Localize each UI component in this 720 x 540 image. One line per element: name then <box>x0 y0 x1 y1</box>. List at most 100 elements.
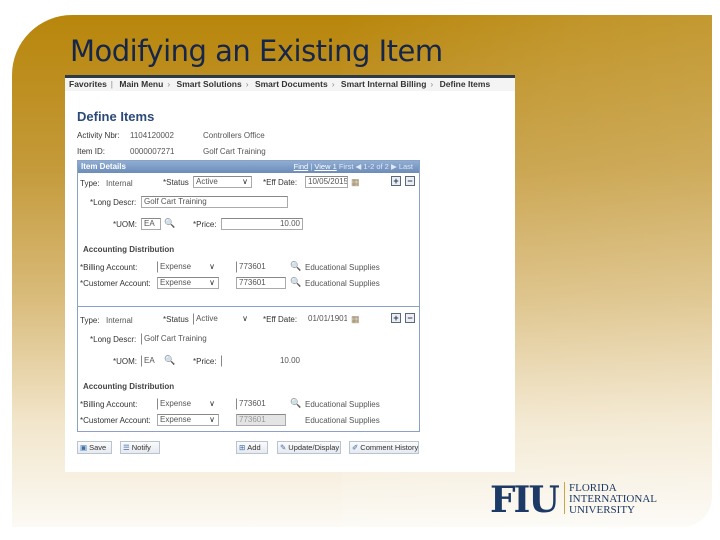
breadcrumb-define-items[interactable]: Define Items <box>439 79 491 89</box>
status-select[interactable]: Active <box>193 313 252 325</box>
save-label: Save <box>89 443 107 452</box>
customer-lookup-icon[interactable]: 🔍 <box>290 277 302 287</box>
accounting-distribution-heading: Accounting Distribution <box>83 382 175 391</box>
customer-account-label: *Customer Account: <box>80 416 151 425</box>
price-label: *Price: <box>193 220 217 229</box>
customer-type-select[interactable]: Expense <box>157 414 219 426</box>
save-button[interactable]: ▣ Save <box>77 441 112 454</box>
svg-text:FLORIDA: FLORIDA <box>569 482 617 494</box>
long-descr-label: *Long Descr: <box>90 335 137 344</box>
customer-account-desc: Educational Supplies <box>305 416 380 425</box>
eff-date-input[interactable]: 10/05/2015 <box>305 176 348 188</box>
calendar-icon[interactable]: ▦ <box>351 177 360 187</box>
type-label: Type: <box>80 179 100 188</box>
item-id-value: 0000007271 <box>130 147 175 156</box>
notify-icon: ☰ <box>123 443 130 452</box>
item-desc: Golf Cart Training <box>203 147 266 156</box>
update-label: Update/Display <box>288 443 340 452</box>
delete-row-icon[interactable]: − <box>405 176 415 186</box>
billing-account-label: *Billing Account: <box>80 263 138 272</box>
item-details-title: Item Details <box>81 162 126 171</box>
price-input[interactable]: 10.00 <box>221 355 303 367</box>
billing-account-label: *Billing Account: <box>80 400 138 409</box>
customer-account-label: *Customer Account: <box>80 279 151 288</box>
uom-label: *UOM: <box>113 220 137 229</box>
long-descr-input[interactable]: Golf Cart Training <box>141 196 288 208</box>
uom-lookup-icon[interactable]: 🔍 <box>164 355 176 365</box>
price-label: *Price: <box>193 357 217 366</box>
activity-value: 1104120002 <box>130 131 174 140</box>
save-icon: ▣ <box>80 443 88 452</box>
status-select[interactable]: Active <box>193 176 252 188</box>
type-label: Type: <box>80 316 100 325</box>
add-row-icon[interactable]: + <box>391 176 401 186</box>
breadcrumb-favorites[interactable]: Favorites <box>69 79 107 89</box>
last-link[interactable]: Last <box>398 162 413 171</box>
notify-button[interactable]: ☰ Notify <box>120 441 160 454</box>
breadcrumb: Favorites | Main Menu › Smart Solutions › S… <box>65 75 515 91</box>
accounting-distribution-heading: Accounting Distribution <box>83 245 175 254</box>
next-icon[interactable]: ▶ <box>390 162 397 171</box>
breadcrumb-smart-internal-billing[interactable]: Smart Internal Billing <box>340 79 427 89</box>
status-label: *Status <box>163 315 189 324</box>
svg-text:UNIVERSITY: UNIVERSITY <box>569 504 635 516</box>
customer-account-input[interactable]: 773601 <box>236 277 286 289</box>
billing-lookup-icon[interactable]: 🔍 <box>290 398 302 408</box>
prev-icon[interactable]: ◀ <box>355 162 362 171</box>
fiu-logo: FIU FLORIDA INTERNATIONAL UNIVERSITY <box>490 479 670 521</box>
view-1-link[interactable]: View 1 <box>314 162 337 171</box>
breadcrumb-main-menu[interactable]: Main Menu <box>119 79 164 89</box>
add-label: Add <box>247 443 261 452</box>
add-icon: ⊞ <box>239 443 246 452</box>
update-icon: ✎ <box>280 443 287 452</box>
delete-row-icon[interactable]: − <box>405 313 415 323</box>
slide-title: Modifying an Existing Item <box>70 34 443 68</box>
find-link[interactable]: Find <box>293 162 309 171</box>
billing-account-desc: Educational Supplies <box>305 400 380 409</box>
update-display-button[interactable]: ✎ Update/Display <box>277 441 341 454</box>
status-label: *Status <box>163 178 189 187</box>
billing-account-input[interactable]: 773601 <box>236 261 286 273</box>
eff-date-label: *Eff Date: <box>263 315 298 324</box>
customer-account-input[interactable]: 773601 <box>236 414 286 426</box>
long-descr-input[interactable]: Golf Cart Training <box>141 333 288 345</box>
eff-date-label: *Eff Date: <box>263 178 298 187</box>
item-id-label: Item ID: <box>77 147 106 156</box>
activity-desc: Controllers Office <box>203 131 265 140</box>
breadcrumb-smart-documents[interactable]: Smart Documents <box>254 79 328 89</box>
uom-lookup-icon[interactable]: 🔍 <box>164 218 176 228</box>
first-link[interactable]: First <box>338 162 354 171</box>
add-row-icon[interactable]: + <box>391 313 401 323</box>
calendar-icon[interactable]: ▦ <box>351 314 360 324</box>
billing-type-select[interactable]: Expense <box>157 398 219 410</box>
customer-type-select[interactable]: Expense <box>157 277 219 289</box>
uom-input[interactable]: EA <box>141 355 161 367</box>
type-value: Internal <box>106 316 133 325</box>
add-button[interactable]: ⊞ Add <box>236 441 268 454</box>
billing-type-select[interactable]: Expense <box>157 261 219 273</box>
comment-label: Comment History <box>360 443 419 452</box>
item-details-header: Item Details Find | View 1 First ◀ 1-2 o… <box>78 161 419 173</box>
comment-history-button[interactable]: ✐ Comment History <box>349 441 419 454</box>
price-input[interactable]: 10.00 <box>221 218 303 230</box>
uom-label: *UOM: <box>113 357 137 366</box>
svg-text:INTERNATIONAL: INTERNATIONAL <box>569 493 657 505</box>
record-divider <box>77 306 420 307</box>
breadcrumb-smart-solutions[interactable]: Smart Solutions <box>176 79 242 89</box>
svg-text:FIU: FIU <box>490 480 559 516</box>
uom-input[interactable]: EA <box>141 218 161 230</box>
billing-account-input[interactable]: 773601 <box>236 398 286 410</box>
comment-icon: ✐ <box>352 443 359 452</box>
activity-label: Activity Nbr: <box>77 131 120 140</box>
billing-account-desc: Educational Supplies <box>305 263 380 272</box>
long-descr-label: *Long Descr: <box>90 198 137 207</box>
billing-lookup-icon[interactable]: 🔍 <box>290 261 302 271</box>
notify-label: Notify <box>131 443 151 452</box>
customer-account-desc: Educational Supplies <box>305 279 380 288</box>
page-title: Define Items <box>77 109 155 124</box>
type-value: Internal <box>106 179 133 188</box>
item-details-grid: Item Details Find | View 1 First ◀ 1-2 o… <box>77 160 420 432</box>
row-count: 1-2 of 2 <box>363 162 389 171</box>
eff-date-input[interactable]: 01/01/1901 <box>305 313 348 325</box>
screenshot-panel <box>65 75 515 472</box>
